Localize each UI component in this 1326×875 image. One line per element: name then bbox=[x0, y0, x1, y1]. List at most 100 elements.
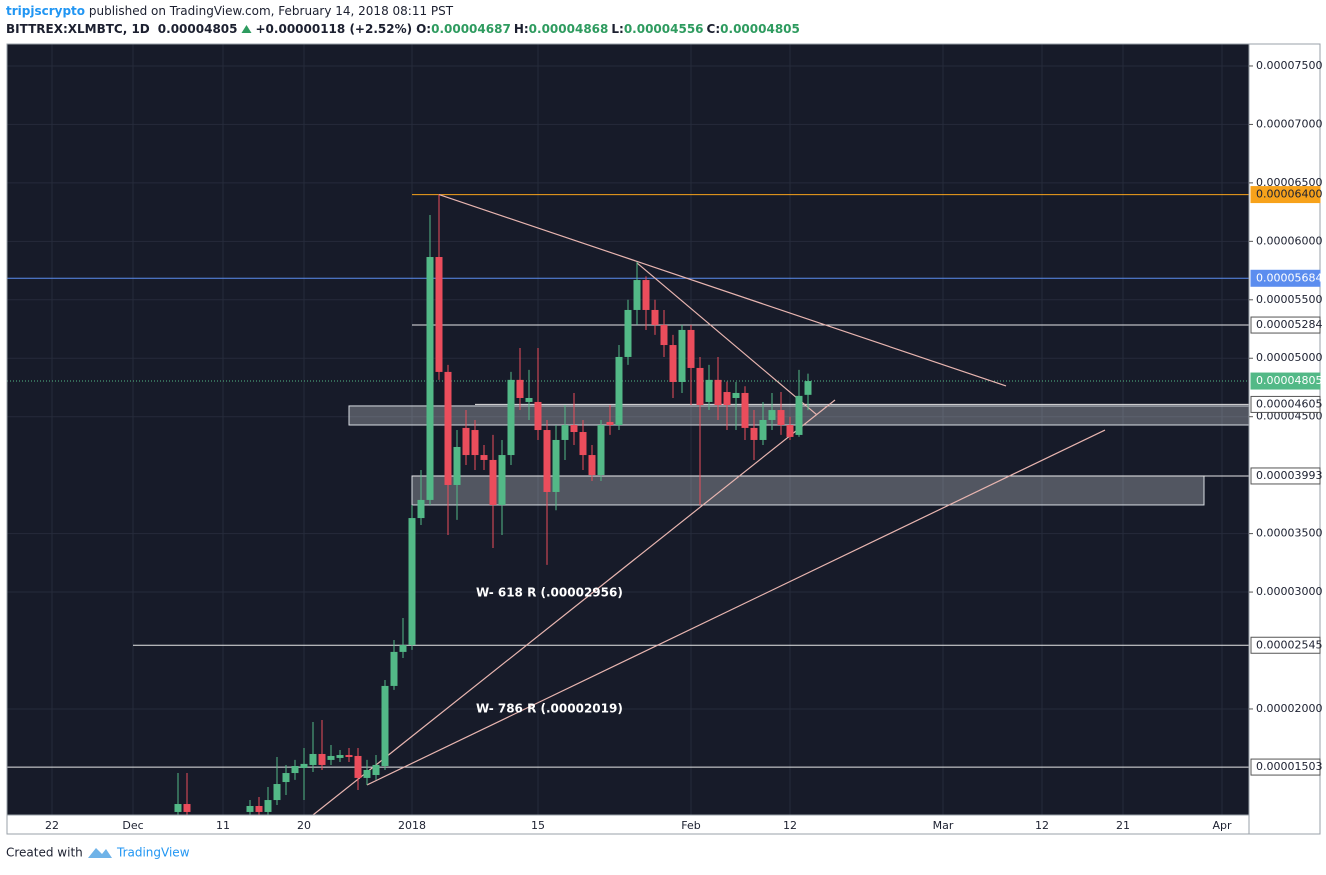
x-tick-label: 2018 bbox=[398, 819, 426, 832]
candle-body bbox=[741, 392, 749, 428]
logo bbox=[88, 848, 112, 858]
time-axis bbox=[7, 815, 1249, 834]
x-tick-label: 11 bbox=[216, 819, 230, 832]
level-label: 0.00003993 bbox=[1256, 469, 1322, 482]
trendline bbox=[438, 194, 1007, 387]
ohlc-value: 0.00004687 bbox=[431, 22, 511, 36]
symbol: BITTREX:XLMBTC, 1D bbox=[6, 22, 150, 36]
author[interactable]: tripjscrypto bbox=[6, 4, 85, 18]
candle-body bbox=[579, 432, 587, 456]
y-tick-label: 0.00007000 bbox=[1256, 117, 1322, 130]
level-label: 0.00001503 bbox=[1256, 760, 1322, 773]
candle-body bbox=[588, 455, 596, 476]
candle-body bbox=[507, 379, 515, 456]
candle-body bbox=[570, 424, 578, 433]
x-tick-label: 20 bbox=[297, 819, 311, 832]
candle-body bbox=[264, 800, 272, 812]
x-tick-label: 12 bbox=[1035, 819, 1049, 832]
x-tick-label: Dec bbox=[122, 819, 143, 832]
y-tick-label: 0.00003500 bbox=[1256, 527, 1322, 540]
trendline bbox=[636, 262, 818, 416]
candle-body bbox=[336, 755, 344, 758]
level-label-bg bbox=[1250, 186, 1321, 204]
candle-body bbox=[678, 329, 686, 382]
candle-body bbox=[597, 424, 605, 476]
annotation: W- 618 R (.00002956) bbox=[476, 586, 623, 600]
ohlc-value: 0.00004868 bbox=[529, 22, 609, 36]
candle-body bbox=[804, 381, 812, 395]
candle-body bbox=[318, 753, 326, 765]
zone bbox=[411, 475, 1205, 506]
candle-body bbox=[372, 764, 380, 776]
y-tick-label: 0.00006500 bbox=[1256, 176, 1322, 189]
y-tick-label: 0.00007500 bbox=[1256, 59, 1322, 72]
candle-body bbox=[471, 430, 479, 456]
level-label-bg bbox=[1250, 758, 1321, 776]
ohlc-label: H: bbox=[514, 22, 529, 36]
x-tick-label: 15 bbox=[531, 819, 545, 832]
candle-body bbox=[714, 379, 722, 406]
candle-body bbox=[552, 439, 560, 492]
x-tick-label: 21 bbox=[1116, 819, 1130, 832]
candle-body bbox=[777, 410, 785, 425]
candle-body bbox=[660, 324, 668, 346]
trendline bbox=[366, 429, 1106, 786]
candle-body bbox=[624, 309, 632, 357]
axes: 0.00007500 0.00007000 0.00006500 0.00006000… bbox=[45, 59, 1322, 832]
candle-body bbox=[651, 309, 659, 325]
change: +0.00000118 (+2.52%) bbox=[256, 22, 413, 36]
price-axis bbox=[1249, 44, 1326, 834]
trendline bbox=[312, 399, 836, 815]
level-label-bg bbox=[1250, 636, 1321, 654]
candle-body bbox=[399, 645, 407, 652]
y-tick-label: 0.00005500 bbox=[1256, 293, 1322, 306]
y-tick-label: 0.00002000 bbox=[1256, 702, 1322, 715]
y-tick-label: 0.00005000 bbox=[1256, 351, 1322, 364]
candle-body bbox=[633, 280, 641, 310]
candle-body bbox=[327, 755, 335, 760]
level-label: 0.00005684 bbox=[1256, 271, 1322, 284]
candle-body bbox=[282, 773, 290, 783]
candle-body bbox=[705, 379, 713, 402]
level-label-bg bbox=[1250, 467, 1321, 485]
x-tick-label: 22 bbox=[45, 819, 59, 832]
candle-body bbox=[615, 356, 623, 425]
candle-body bbox=[426, 257, 434, 500]
up-arrow bbox=[241, 25, 252, 33]
x-tick-label: 12 bbox=[783, 819, 797, 832]
candle-body bbox=[795, 395, 803, 435]
level-label: 0.00004605 bbox=[1256, 397, 1322, 410]
footer: Created with TradingView bbox=[6, 846, 190, 860]
x-tick-label: Feb bbox=[681, 819, 700, 832]
level-label-bg bbox=[1250, 395, 1321, 413]
ohlc-label: O: bbox=[416, 22, 431, 36]
candle-body bbox=[489, 459, 497, 505]
level-label-bg bbox=[1250, 372, 1321, 390]
candle-body bbox=[669, 345, 677, 382]
candle-body bbox=[381, 685, 389, 767]
ohlc-value: 0.00004805 bbox=[720, 22, 800, 36]
candle-body bbox=[309, 753, 317, 765]
y-tick-label: 0.00003000 bbox=[1256, 585, 1322, 598]
candle-body bbox=[498, 455, 506, 505]
candle-body bbox=[444, 371, 452, 485]
created-with: Created with bbox=[6, 846, 83, 860]
candle-body bbox=[390, 651, 398, 686]
level-label: 0.00005284 bbox=[1256, 318, 1322, 331]
x-tick-label: Mar bbox=[933, 819, 954, 832]
candle-body bbox=[255, 805, 263, 812]
candle-body bbox=[453, 446, 461, 485]
brand[interactable]: TradingView bbox=[116, 846, 190, 860]
candle-body bbox=[480, 455, 488, 460]
candle-body bbox=[183, 804, 191, 812]
candle-body bbox=[300, 763, 308, 769]
candle-body bbox=[516, 379, 524, 398]
level-label-bg bbox=[1250, 316, 1321, 334]
y-tick-label: 0.00004500 bbox=[1256, 410, 1322, 423]
candle-body bbox=[786, 424, 794, 437]
level-label: 0.00002545 bbox=[1256, 638, 1322, 651]
candle-body bbox=[363, 769, 371, 778]
frame bbox=[6, 43, 1321, 835]
ohlc-value: 0.00004556 bbox=[624, 22, 704, 36]
candle-body bbox=[435, 257, 443, 372]
